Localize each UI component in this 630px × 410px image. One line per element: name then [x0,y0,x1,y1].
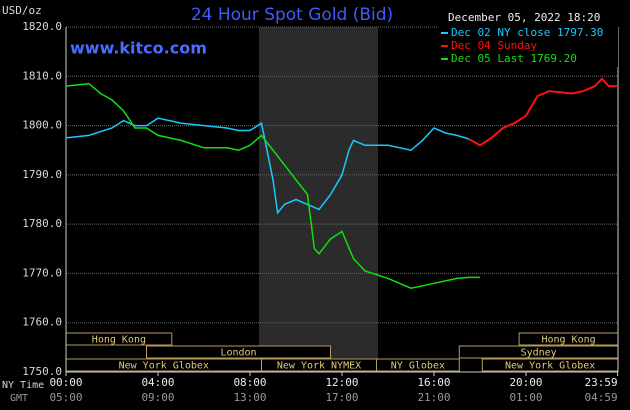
y-tick-label: 1750.0 [22,365,62,378]
gmt-tick-label: 17:00 [325,391,358,404]
x-tick-label: 20:00 [509,376,542,389]
session-label: Sydney [521,348,557,359]
session-box [146,345,331,359]
y-tick-label: 1820.0 [22,20,62,33]
x-tick-label: 23:59 [584,376,617,389]
gmt-tick-label: 21:00 [417,391,450,404]
y-tick-label: 1770.0 [22,266,62,279]
x-tick-label: 04:00 [141,376,174,389]
x-tick-label: 16:00 [417,376,450,389]
session-label: New York Globex [505,361,595,372]
y-tick-label: 1800.0 [22,119,62,132]
watermark: www.kitco.com [70,39,207,58]
legend-label: Dec 05 Last 1769.20 [451,52,577,65]
chart-title: 24 Hour Spot Gold (Bid) [191,5,393,25]
x-row-label: GMT [10,393,28,404]
market-hours-band [259,27,378,372]
session-box [376,358,460,372]
legend-label: Dec 02 NY close 1797.30 [451,26,603,39]
legend-box [437,25,618,67]
y-tick-label: 1810.0 [22,69,62,82]
y-axis-label: USD/oz [2,4,42,17]
y-tick-label: 1760.0 [22,316,62,329]
date: December 05, 2022 18:20 [448,11,600,24]
series-line [65,117,469,215]
session-label: Hong Kong [541,335,595,346]
x-tick-label: 00:00 [49,376,82,389]
y-tick-label: 1780.0 [22,217,62,230]
x-tick-label: 12:00 [325,376,358,389]
gmt-tick-label: 09:00 [141,391,174,404]
gmt-tick-label: 05:00 [49,391,82,404]
x-tick-label: 08:00 [233,376,266,389]
y-tick-label: 1790.0 [22,168,62,181]
session-label: New York Globex [119,361,209,372]
gmt-tick-label: 01:00 [509,391,542,404]
series-line [65,82,480,289]
gmt-tick-label: 13:00 [233,391,266,404]
series-line [468,77,618,147]
session-label: NY Globex [391,361,445,372]
session-label: New York NYMEX [277,361,361,372]
gmt-tick-label: 04:59 [584,391,617,404]
session-label: London [220,348,256,359]
legend-label: Dec 04 Sunday [451,39,537,52]
session-label: Hong Kong [92,335,146,346]
x-row-label: NY Time [2,380,44,391]
